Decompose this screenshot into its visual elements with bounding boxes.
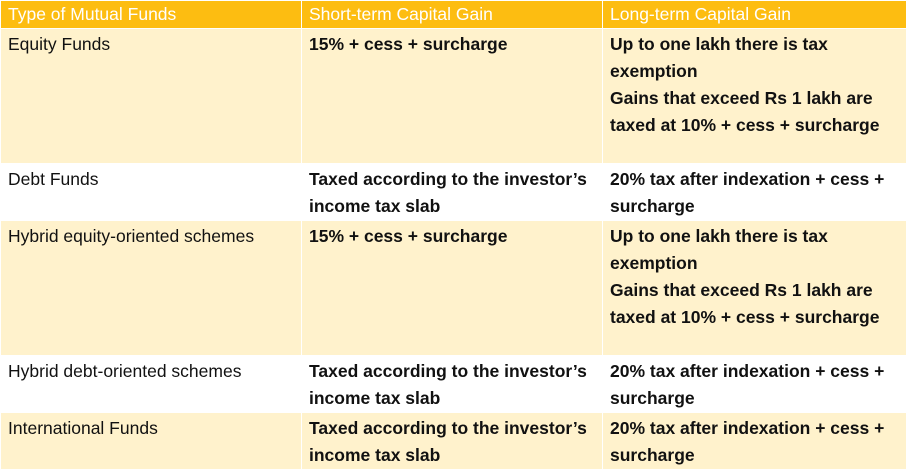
short-term-cell: Taxed according to the investor’s income… [301,412,603,470]
table-row: International Funds Taxed according to t… [0,412,907,470]
header-short-term-capital-gain: Short-term Capital Gain [301,0,603,29]
short-term-cell: 15% + cess + surcharge [301,28,603,164]
long-term-line: Up to one lakh there is tax exemption [610,34,828,81]
long-term-cell: 20% tax after indexation + cess + surcha… [602,412,907,470]
long-term-cell: Up to one lakh there is tax exemption Ga… [602,220,907,356]
long-term-line: Up to one lakh there is tax exemption [610,226,828,273]
table-row: Hybrid equity-oriented schemes 15% + ces… [0,220,907,356]
header-long-term-capital-gain: Long-term Capital Gain [602,0,907,29]
fund-type-cell: Hybrid equity-oriented schemes [0,220,302,356]
fund-type-cell: International Funds [0,412,302,470]
long-term-line: 20% tax after indexation + cess + surcha… [610,361,885,408]
fund-type-cell: Hybrid debt-oriented schemes [0,355,302,413]
long-term-line: 20% tax after indexation + cess + surcha… [610,418,885,465]
table-row: Hybrid debt-oriented schemes Taxed accor… [0,355,907,413]
header-type-of-mutual-funds: Type of Mutual Funds [0,0,302,29]
long-term-line: Gains that exceed Rs 1 lakh are taxed at… [610,280,880,327]
long-term-cell: 20% tax after indexation + cess + surcha… [602,355,907,413]
table-row: Debt Funds Taxed according to the invest… [0,163,907,221]
table-header: Type of Mutual Funds Short-term Capital … [0,0,907,29]
fund-type-cell: Equity Funds [0,28,302,164]
long-term-line: Gains that exceed Rs 1 lakh are taxed at… [610,88,880,135]
short-term-cell: 15% + cess + surcharge [301,220,603,356]
long-term-line: 20% tax after indexation + cess + surcha… [610,169,885,216]
short-term-cell: Taxed according to the investor’s income… [301,163,603,221]
long-term-cell: 20% tax after indexation + cess + surcha… [602,163,907,221]
short-term-cell: Taxed according to the investor’s income… [301,355,603,413]
fund-type-cell: Debt Funds [0,163,302,221]
header-row: Type of Mutual Funds Short-term Capital … [0,0,907,29]
long-term-cell: Up to one lakh there is tax exemption Ga… [602,28,907,164]
table-row: Equity Funds 15% + cess + surcharge Up t… [0,28,907,164]
table-body: Equity Funds 15% + cess + surcharge Up t… [0,28,907,470]
